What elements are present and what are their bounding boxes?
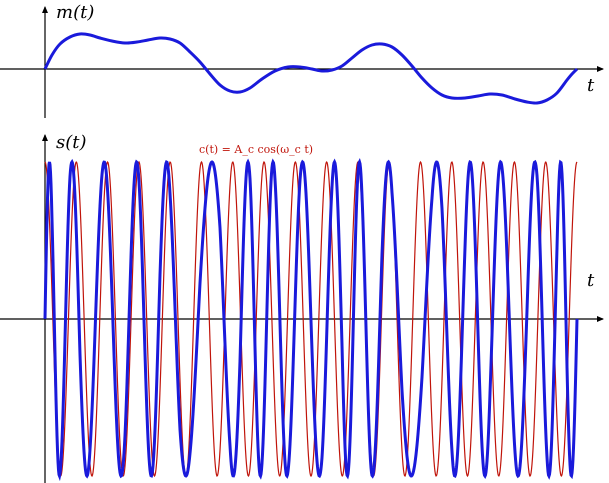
carrier-signal-curve [44, 160, 578, 478]
message-y-label: m(t) [56, 2, 94, 23]
message-panel: m(t) t [0, 2, 604, 118]
modulated-x-label: t [587, 270, 595, 291]
modulated-panel: s(t) t c(t) = A_c cos(ω_c t) [0, 132, 604, 483]
message-signal-curve [43, 32, 579, 105]
modulated-signal-curve [43, 158, 579, 482]
modulated-y-label: s(t) [56, 132, 87, 153]
message-x-label: t [587, 75, 595, 96]
carrier-label: c(t) = A_c cos(ω_c t) [199, 143, 313, 156]
